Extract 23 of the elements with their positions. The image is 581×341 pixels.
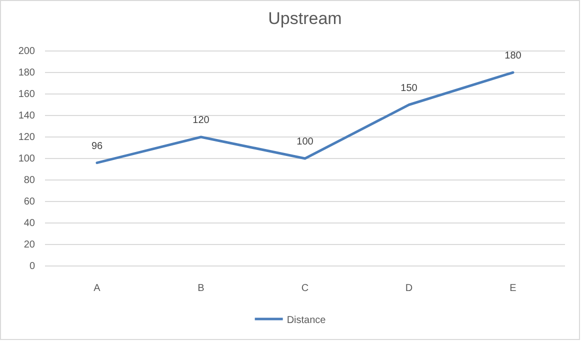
y-tick-label: 40 [24,218,36,230]
y-tick-label: 160 [18,89,36,100]
y-tick-label: 20 [24,240,36,251]
x-tick-label: C [301,283,309,294]
y-tick-label: 100 [18,154,36,165]
x-tick-label: B [198,283,205,294]
data-label: 96 [91,140,103,152]
legend-label: Distance [286,315,326,326]
y-tick-label: 60 [24,196,36,208]
data-label: 100 [296,136,314,148]
data-label: 120 [192,115,210,126]
x-tick-label: A [94,283,101,294]
x-tick-label: E [510,283,517,294]
y-tick-label: 140 [18,110,36,122]
x-tick-label: D [405,283,413,294]
y-tick-label: 0 [29,261,36,272]
chart-title: Upstream [268,9,342,28]
y-tick-label: 200 [18,46,36,58]
data-label: 150 [400,82,418,94]
y-tick-label: 80 [24,175,36,186]
y-tick-label: 120 [18,132,36,144]
y-tick-label: 180 [18,68,36,79]
data-label: 180 [504,50,522,62]
